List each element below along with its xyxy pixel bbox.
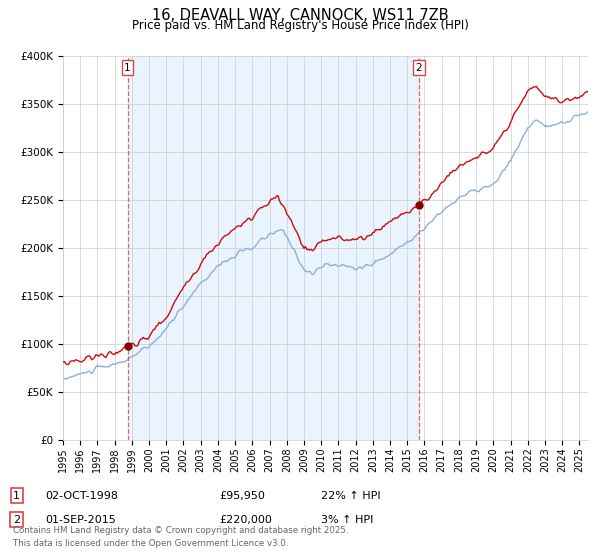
Text: Contains HM Land Registry data © Crown copyright and database right 2025.
This d: Contains HM Land Registry data © Crown c… (13, 526, 349, 548)
Text: 01-SEP-2015: 01-SEP-2015 (45, 515, 116, 525)
Text: 16, DEAVALL WAY, CANNOCK, WS11 7ZB: 16, DEAVALL WAY, CANNOCK, WS11 7ZB (152, 8, 448, 24)
Text: 2: 2 (415, 63, 422, 73)
Bar (128, 56, 419, 440)
Text: 22% ↑ HPI: 22% ↑ HPI (321, 491, 380, 501)
Text: 2: 2 (13, 515, 20, 525)
Text: 02-OCT-1998: 02-OCT-1998 (45, 491, 118, 501)
Text: 1: 1 (124, 63, 131, 73)
Text: Price paid vs. HM Land Registry's House Price Index (HPI): Price paid vs. HM Land Registry's House … (131, 19, 469, 32)
Text: £220,000: £220,000 (219, 515, 272, 525)
Text: 1: 1 (13, 491, 20, 501)
Text: 3% ↑ HPI: 3% ↑ HPI (321, 515, 373, 525)
Text: £95,950: £95,950 (219, 491, 265, 501)
